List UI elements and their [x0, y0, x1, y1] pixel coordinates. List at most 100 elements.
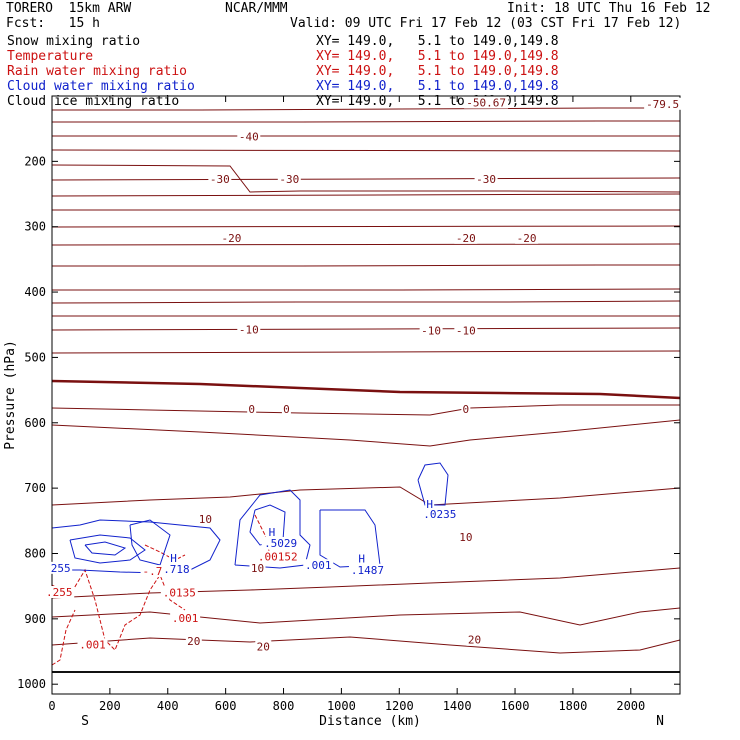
cloud-water-label: H: [269, 526, 276, 539]
temperature-label-bg: [464, 96, 509, 109]
cloud-water-label: H: [170, 552, 177, 565]
y-tick-label: 900: [24, 612, 46, 626]
temperature-label: -30: [279, 173, 299, 186]
cloud-water-label-bg: [262, 536, 300, 549]
temperature-isotherms: [51, 107, 681, 673]
legend-label-rain: Rain water mixing ratio: [7, 64, 188, 79]
temperature-label: 0: [248, 403, 255, 416]
x-tick-label: 1800: [558, 699, 587, 713]
x-tick-label: 1600: [501, 699, 530, 713]
header-model: TORERO 15km ARW: [6, 1, 132, 16]
y-axis-label: Pressure (hPa): [3, 340, 18, 450]
cloud-water-label: .1487: [351, 564, 384, 577]
temperature-label: -40: [239, 130, 259, 143]
temperature-label-bg: [277, 172, 301, 185]
legend-label-temperature: Temperature: [7, 49, 94, 64]
y-tick-label: 700: [24, 481, 46, 495]
rain-label: .001: [172, 612, 199, 625]
y-tick-label: 300: [24, 220, 46, 234]
rain-label-bg: [44, 586, 75, 599]
temperature-label-bg: [466, 633, 483, 646]
rain-label: .0135: [163, 587, 196, 600]
header-init: Init: 18 UTC Thu 16 Feb 12: [507, 1, 711, 16]
legend-xy-temperature: XY= 149.0, 5.1 to 149.0,149.8: [316, 49, 559, 64]
temperature-label: -10: [456, 325, 476, 338]
legend-xy-cloud-water: XY= 149.0, 5.1 to 149.0,149.8: [316, 79, 559, 94]
y-tick-label: 600: [24, 416, 46, 430]
cloud-water-label-bg: [267, 525, 277, 538]
y-tick-label: 500: [24, 350, 46, 364]
temperature-label-bg: [281, 403, 291, 416]
temperature-label: 10: [459, 531, 472, 544]
cloud-water-label-bg: [421, 508, 459, 521]
temperature-label-bg: [454, 231, 478, 244]
temperature-label-bg: [457, 531, 474, 544]
temperature-label: 0: [463, 403, 470, 416]
cloud-water-label-bg: [161, 563, 192, 576]
x-tick-label: 200: [99, 699, 121, 713]
x-axis-label: Distance (km): [319, 714, 421, 729]
temperature-label-bg: [255, 640, 272, 653]
end-label-right: N: [656, 714, 664, 729]
legend-label-cloud-ice: Cloud ice mixing ratio: [7, 94, 180, 109]
cloud-water-label-bg: [357, 552, 367, 565]
x-tick-label: 1000: [327, 699, 356, 713]
cloud-water-label-bg: [425, 497, 435, 510]
x-tick-label: 600: [215, 699, 237, 713]
rain-label-bg: [255, 550, 300, 563]
temperature-label-bg: [644, 97, 682, 110]
cloud-water-label: H: [358, 553, 365, 566]
temperature-label: 0: [283, 403, 290, 416]
cloud-water-label-bg: [303, 559, 334, 572]
temperature-label: 10: [251, 562, 264, 575]
temperature-label: 10: [199, 513, 212, 526]
cloud-water-label: .5029: [264, 537, 297, 550]
x-tick-label: 400: [157, 699, 179, 713]
cloud-water-label: .718: [163, 563, 190, 576]
temperature-label: 20: [468, 634, 481, 647]
rain-label: .001: [79, 638, 106, 651]
legend-label-cloud-water: Cloud water mixing ratio: [7, 79, 195, 94]
cloud-water-label: .0235: [423, 508, 456, 521]
rain-label-bg: [160, 586, 198, 599]
temperature-label-bg: [474, 172, 498, 185]
cloud-water-label: 255: [51, 562, 71, 575]
temperature-label-bg: [454, 324, 478, 337]
legend-xy-rain: XY= 149.0, 5.1 to 149.0,149.8: [316, 64, 559, 79]
header-center: NCAR/MMM: [225, 1, 288, 16]
temperature-label-bg: [185, 635, 202, 648]
x-tick-label: 2000: [616, 699, 645, 713]
header-fcst: Fcst: 15 h: [6, 16, 100, 31]
cloud-water-label-bg: [348, 563, 386, 576]
temperature-label: -79.5: [646, 98, 679, 111]
legend-xy-snow: XY= 149.0, 5.1 to 149.0,149.8: [316, 34, 559, 49]
temperature-label: -20: [221, 232, 241, 245]
cloud-water-label-bg: [169, 552, 179, 565]
temperature-label: -20: [456, 232, 476, 245]
temperature-label: -20: [517, 232, 537, 245]
temperature-label-bg: [249, 561, 266, 574]
x-tick-label: 0: [48, 699, 55, 713]
plot-frame: [51, 95, 681, 695]
temperature-label: 20: [187, 635, 200, 648]
temperature-label-bg: [419, 324, 443, 337]
temperature-label: -10: [421, 325, 441, 338]
temperature-label-bg: [208, 172, 232, 185]
legend-label-snow: Snow mixing ratio: [7, 34, 141, 49]
temperature-label-bg: [247, 403, 257, 416]
cloud-water-contours: [51, 462, 449, 574]
temperature-label-bg: [237, 323, 261, 336]
temperature-label: -30: [210, 173, 230, 186]
y-tick-label: 1000: [17, 677, 46, 691]
temperature-label-bg: [515, 231, 539, 244]
cloud-water-label-bg: [49, 561, 73, 574]
temperature-label-bg: [237, 130, 261, 143]
y-tick-label: 400: [24, 285, 46, 299]
x-tick-label: 1200: [385, 699, 414, 713]
temperature-label: -30: [476, 173, 496, 186]
rain-label: .255: [46, 586, 73, 599]
x-tick-label: 800: [273, 699, 295, 713]
